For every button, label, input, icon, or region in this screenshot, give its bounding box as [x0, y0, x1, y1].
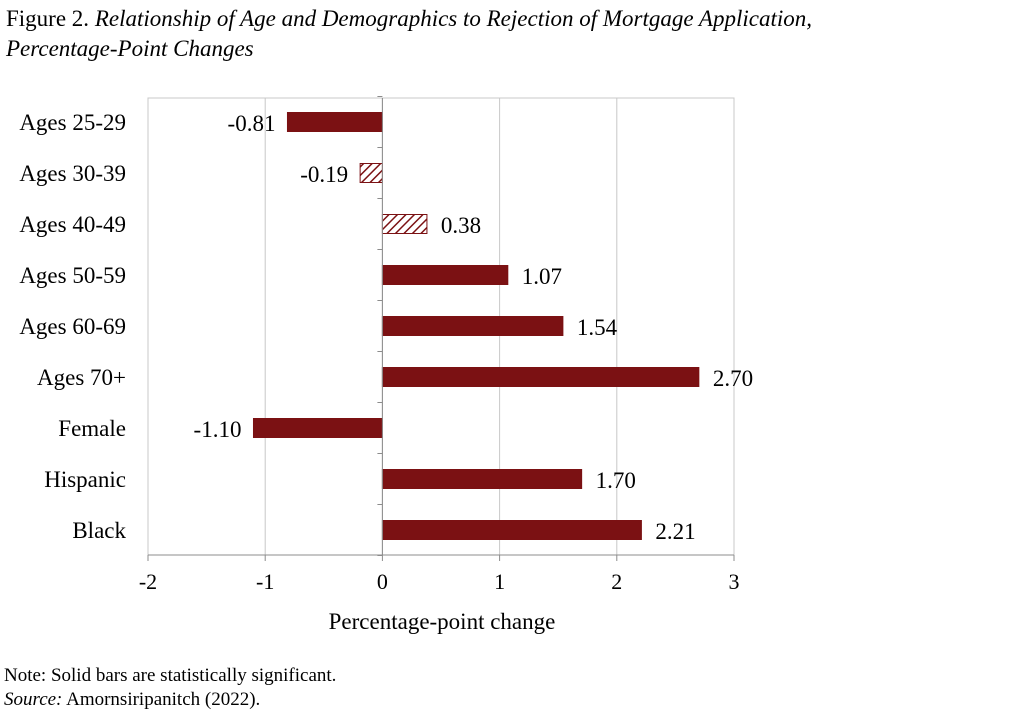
category-label: Ages 60-69 [19, 314, 126, 339]
value-label: 1.70 [596, 468, 636, 493]
source-text: Amornsiripanitch (2022). [66, 689, 260, 710]
value-label: 0.38 [441, 213, 481, 238]
x-tick-label: 0 [377, 569, 388, 594]
bar-chart: -0.81-0.190.381.071.542.70-1.101.702.21 … [0, 0, 1024, 717]
bar [382, 215, 427, 234]
category-label: Ages 40-49 [19, 212, 126, 237]
bar [382, 317, 562, 336]
category-label: Ages 25-29 [19, 110, 126, 135]
x-tick-label: 2 [611, 569, 622, 594]
bar [287, 113, 382, 132]
x-tick-label: -2 [139, 569, 157, 594]
x-tick-label: 3 [729, 569, 740, 594]
source-label: Source: [4, 689, 62, 710]
category-label: Ages 30-39 [19, 161, 126, 186]
bar [253, 419, 382, 438]
value-label: -1.10 [194, 417, 242, 442]
category-label: Ages 70+ [37, 365, 126, 390]
x-tick-label: 1 [494, 569, 505, 594]
category-label: Female [58, 416, 126, 441]
value-label: 2.21 [655, 519, 695, 544]
value-label: 1.54 [577, 315, 618, 340]
category-label: Ages 50-59 [19, 263, 126, 288]
value-label: 1.07 [522, 264, 562, 289]
chart-note: Note: Solid bars are statistically signi… [4, 664, 336, 688]
bar [360, 164, 382, 183]
category-label: Hispanic [44, 467, 126, 492]
value-label: -0.19 [300, 162, 348, 187]
bars: -0.81 -0.19 0.38 1.07 1.54 2.70 -1.10 1.70 2.21 [194, 111, 754, 544]
bar [382, 470, 581, 489]
x-axis-label: Percentage-point change [329, 609, 556, 634]
chart-source: Source: Amornsiripanitch (2022). [4, 688, 260, 712]
bar [382, 368, 698, 387]
value-label: -0.81 [228, 111, 276, 136]
x-tick-label: -1 [256, 569, 274, 594]
category-label: Black [72, 518, 126, 543]
bar [382, 266, 507, 285]
value-label: 2.70 [713, 366, 753, 391]
bar [382, 521, 641, 540]
